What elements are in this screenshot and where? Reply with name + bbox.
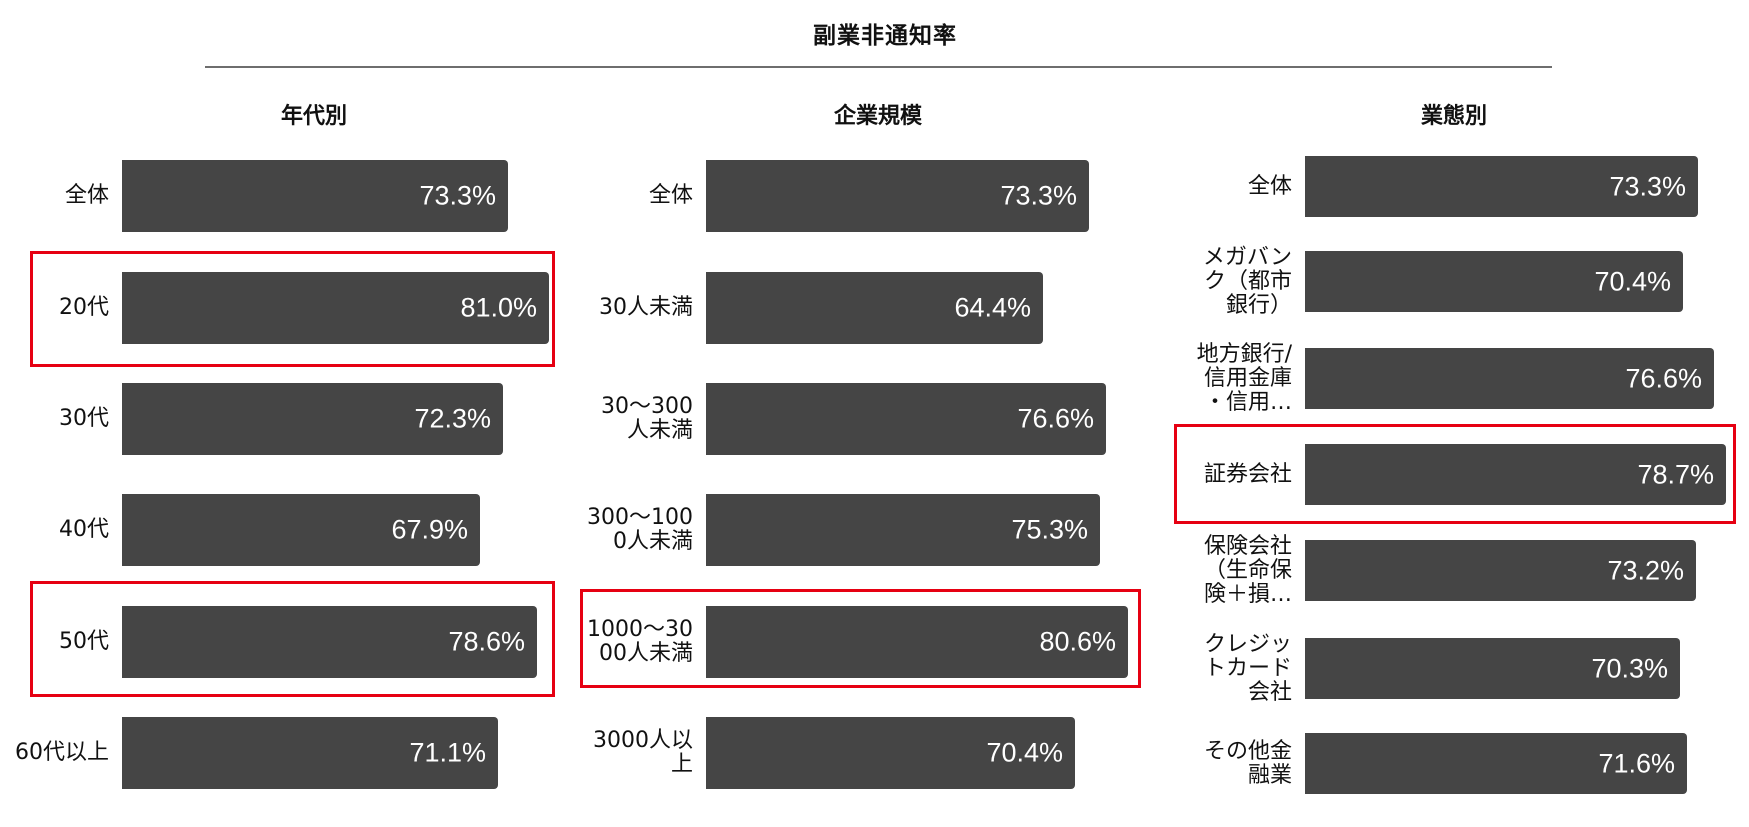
bar-value: 70.3% [1591,653,1668,683]
bar-label: 30〜300 人未満 [601,394,693,443]
bar-type-regional-bank: 76.6% [1305,348,1714,409]
chart-title: 副業非通知率 [813,22,957,49]
bar-label: クレジッ トカード 会社 [1203,631,1292,705]
bar-value: 73.3% [419,180,496,211]
bar-label: その他金 融業 [1203,738,1292,788]
bar-value: 71.6% [1598,748,1675,778]
bar-value: 72.3% [414,403,491,434]
bar-value: 67.9% [391,514,468,545]
highlight-box-50s [30,581,555,697]
bar-label: 全体 [64,183,109,208]
bar-size-all: 73.3% [706,160,1089,232]
bar-label: 30人未満 [599,295,693,320]
bar-size-1000-3000: 80.6% [706,606,1128,678]
bar-age-60s-plus: 71.1% [122,717,498,789]
bar-label: 60代以上 [15,740,109,765]
bar-age-40s: 67.9% [122,494,480,566]
bar-value: 71.1% [409,737,486,768]
bar-value: 76.6% [1017,403,1094,434]
bar-type-all: 73.3% [1305,156,1698,217]
highlight-box-securities [1174,424,1736,524]
bar-age-all: 73.3% [122,160,508,232]
panel-company-size-title: 企業規模 [833,103,922,129]
bar-value: 80.6% [1039,626,1116,657]
bar-label: 20代 [59,295,109,320]
bar-type-insurance: 73.2% [1305,540,1696,601]
panel-age-title: 年代別 [280,103,347,129]
bar-value: 73.3% [1609,171,1686,201]
highlight-box-1000-3000 [580,589,1141,688]
bar-label: 3000人以上 [593,728,693,777]
bar-value: 64.4% [954,292,1031,323]
bar-age-50s: 78.6% [122,606,537,678]
bar-size-3000-plus: 70.4% [706,717,1075,789]
bar-label: 証券会社 [1203,461,1292,487]
bar-value: 81.0% [460,292,537,323]
bar-value: 73.2% [1607,555,1684,585]
bar-value: 78.7% [1637,459,1714,489]
bar-size-under-30: 64.4% [706,272,1043,344]
bar-label: 40代 [59,517,109,542]
bar-size-300-1000: 75.3% [706,494,1100,566]
bar-age-20s: 81.0% [122,272,549,344]
bar-value: 75.3% [1011,514,1088,545]
bar-label: 全体 [648,183,693,208]
bar-label: 地方銀行/信用金庫 ・信用… [1196,341,1292,415]
title-divider [205,66,1552,68]
bar-label: 30代 [59,406,109,431]
bar-label: 全体 [1247,173,1292,199]
bar-label: 1000〜30 00人未満 [587,617,693,666]
bar-age-30s: 72.3% [122,383,503,455]
bar-value: 73.3% [1000,180,1077,211]
bar-type-securities: 78.7% [1305,444,1726,505]
bar-type-megabank: 70.4% [1305,251,1683,312]
bar-size-30-300: 76.6% [706,383,1106,455]
bar-type-other-finance: 71.6% [1305,733,1687,794]
bar-label: 300〜100 0人未満 [587,505,693,554]
bar-value: 70.4% [1594,266,1671,296]
bar-label: 保険会社 （生命保 険＋損… [1203,533,1292,607]
bar-type-credit-card: 70.3% [1305,638,1680,699]
bar-label: 50代 [59,629,109,654]
bar-value: 70.4% [986,737,1063,768]
panel-business-type-title: 業態別 [1420,103,1487,129]
bar-value: 76.6% [1625,363,1702,393]
highlight-box-20s [30,251,555,367]
bar-value: 78.6% [448,626,525,657]
bar-label: メガバン ク（都市 銀行） [1202,244,1292,318]
